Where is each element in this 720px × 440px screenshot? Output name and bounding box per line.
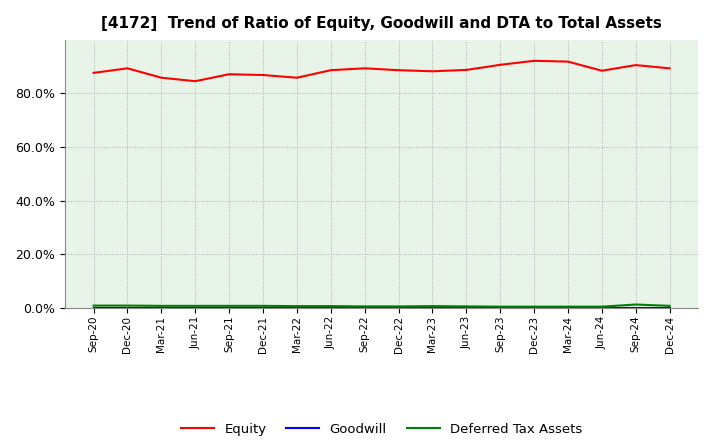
Equity <box>326 68 335 73</box>
Title: [4172]  Trend of Ratio of Equity, Goodwill and DTA to Total Assets: [4172] Trend of Ratio of Equity, Goodwil… <box>102 16 662 32</box>
Goodwill <box>462 305 471 311</box>
Deferred Tax Assets <box>462 304 471 309</box>
Legend: Equity, Goodwill, Deferred Tax Assets: Equity, Goodwill, Deferred Tax Assets <box>176 418 588 440</box>
Equity <box>292 75 301 81</box>
Goodwill <box>395 305 403 311</box>
Equity <box>564 59 572 64</box>
Deferred Tax Assets <box>428 304 437 309</box>
Deferred Tax Assets <box>496 304 505 309</box>
Deferred Tax Assets <box>564 304 572 309</box>
Goodwill <box>428 305 437 311</box>
Deferred Tax Assets <box>89 303 98 308</box>
Goodwill <box>530 305 539 311</box>
Goodwill <box>292 305 301 311</box>
Equity <box>462 67 471 73</box>
Goodwill <box>665 305 674 311</box>
Deferred Tax Assets <box>631 302 640 307</box>
Deferred Tax Assets <box>258 303 267 308</box>
Equity <box>191 79 199 84</box>
Goodwill <box>258 305 267 311</box>
Deferred Tax Assets <box>326 304 335 309</box>
Equity <box>157 75 166 81</box>
Goodwill <box>89 305 98 311</box>
Goodwill <box>225 305 233 311</box>
Equity <box>631 62 640 68</box>
Equity <box>598 68 606 73</box>
Equity <box>530 58 539 63</box>
Deferred Tax Assets <box>157 303 166 308</box>
Goodwill <box>123 305 132 311</box>
Line: Equity: Equity <box>94 61 670 81</box>
Goodwill <box>598 305 606 311</box>
Equity <box>89 70 98 76</box>
Goodwill <box>564 305 572 311</box>
Deferred Tax Assets <box>292 304 301 309</box>
Deferred Tax Assets <box>665 303 674 308</box>
Goodwill <box>157 305 166 311</box>
Deferred Tax Assets <box>123 303 132 308</box>
Deferred Tax Assets <box>530 304 539 309</box>
Goodwill <box>631 305 640 311</box>
Deferred Tax Assets <box>598 304 606 309</box>
Deferred Tax Assets <box>225 303 233 308</box>
Goodwill <box>496 305 505 311</box>
Goodwill <box>191 305 199 311</box>
Goodwill <box>360 305 369 311</box>
Line: Deferred Tax Assets: Deferred Tax Assets <box>94 304 670 307</box>
Equity <box>395 68 403 73</box>
Goodwill <box>326 305 335 311</box>
Equity <box>428 69 437 74</box>
Equity <box>123 66 132 71</box>
Equity <box>360 66 369 71</box>
Deferred Tax Assets <box>360 304 369 309</box>
Equity <box>496 62 505 67</box>
Deferred Tax Assets <box>191 303 199 308</box>
Equity <box>258 73 267 78</box>
Equity <box>225 72 233 77</box>
Equity <box>665 66 674 71</box>
Deferred Tax Assets <box>395 304 403 309</box>
